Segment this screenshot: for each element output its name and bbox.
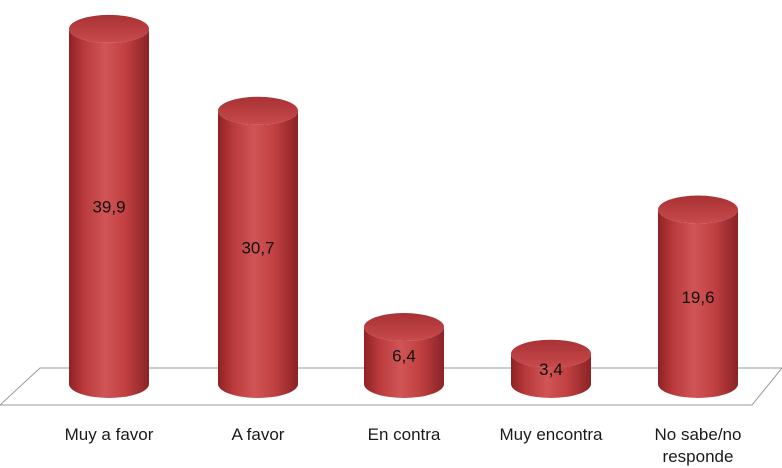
data-label: 39,9 <box>92 197 125 216</box>
bar-top <box>218 96 298 125</box>
tick-label: No sabe/no responde <box>655 425 742 466</box>
bar-2: 30,7 <box>218 96 298 399</box>
bar-body <box>218 110 298 399</box>
bar-top <box>658 195 738 224</box>
bar-5: 19,6 <box>658 195 738 398</box>
bar-4: 3,4 <box>511 339 591 398</box>
bar-body <box>69 28 149 398</box>
bar-body <box>364 327 444 398</box>
tick-label: A favor <box>232 425 285 444</box>
tick-label: En contra <box>368 425 441 444</box>
tick-label: Muy a favor <box>65 425 154 444</box>
data-label: 3,4 <box>539 360 563 379</box>
bar-top <box>69 14 149 43</box>
data-label: 30,7 <box>241 238 274 257</box>
bar-body <box>511 353 591 398</box>
tick-label: Muy encontra <box>500 425 604 444</box>
bar-1: 39,9 <box>69 14 149 398</box>
bar-series: 39,9 30,7 6,4 3,4 19,6 <box>69 14 738 399</box>
data-label: 6,4 <box>392 347 416 366</box>
bar-3: 6,4 <box>364 313 444 398</box>
bar-body <box>658 209 738 398</box>
data-label: 19,6 <box>681 288 714 307</box>
category-axis: Muy a favor A favor En contra Muy encontra N… <box>65 425 742 466</box>
bar-top <box>511 339 591 368</box>
bar-top <box>364 313 444 342</box>
